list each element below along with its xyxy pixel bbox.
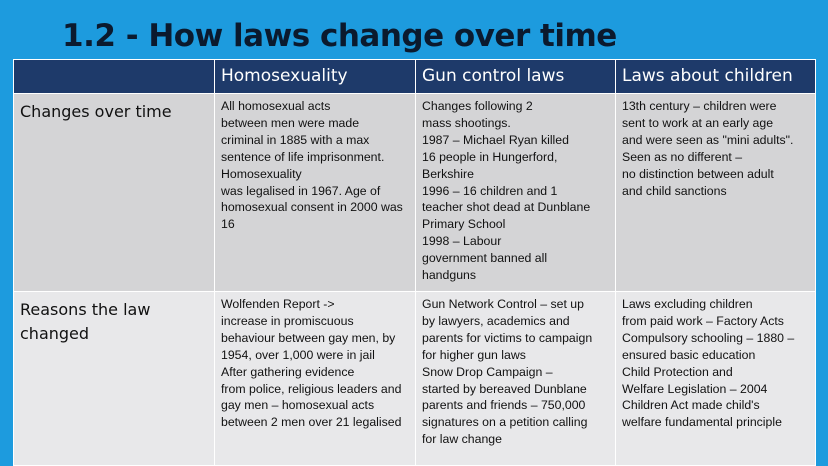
cell-text-line: ensured basic education bbox=[622, 347, 756, 362]
column-header-gun-control: Gun control laws bbox=[415, 59, 616, 94]
cell-text-line: Wolfenden Report -> bbox=[221, 297, 335, 311]
cell-text-line: 1998 – Labour bbox=[422, 234, 502, 249]
cell-text-line: government banned all bbox=[422, 251, 548, 266]
cell-gun-control: Gun Network Control – set up by lawyers, … bbox=[415, 291, 616, 466]
cell-text-line: parents and friends – 750,000 bbox=[422, 398, 586, 413]
cell-text-line: All homosexual acts bbox=[221, 99, 331, 113]
table-header-row: Homosexuality Gun control laws Laws abou… bbox=[13, 59, 816, 94]
slide-title: 1.2 - How laws change over time bbox=[62, 18, 617, 54]
row-header: Reasons the law changed bbox=[13, 291, 215, 466]
cell-text-line: Primary School bbox=[422, 217, 506, 232]
cell-text-line: parents for victims to campaign bbox=[422, 330, 593, 345]
cell-text-line: from paid work – Factory Acts bbox=[622, 313, 784, 328]
cell-text-line: 1996 – 16 children and 1 bbox=[422, 183, 558, 198]
cell-text-line: welfare fundamental principle bbox=[622, 415, 782, 430]
cell-text-line: by lawyers, academics and bbox=[422, 313, 570, 328]
cell-text-line: Gun Network Control – set up bbox=[422, 297, 584, 311]
laws-table: Homosexuality Gun control laws Laws abou… bbox=[13, 59, 816, 466]
cell-text-line: Changes following 2 bbox=[422, 99, 533, 113]
cell-text-line: and child sanctions bbox=[622, 183, 727, 198]
cell-text-line: between 2 men over 21 legalised bbox=[221, 415, 402, 430]
cell-text-line: was legalised in 1967. Age of bbox=[221, 183, 381, 198]
cell-text-line: Compulsory schooling – 1880 – bbox=[622, 330, 795, 345]
column-header-children: Laws about children bbox=[615, 59, 816, 94]
row-reasons-law-changed: Reasons the law changed Wolfenden Report … bbox=[13, 291, 816, 466]
column-header-blank bbox=[13, 59, 215, 94]
cell-text-line: Laws excluding children bbox=[622, 297, 753, 311]
cell-text-line: sent to work at an early age bbox=[622, 115, 774, 130]
cell-children: Laws excluding children from paid work – … bbox=[615, 291, 816, 466]
cell-gun-control: Changes following 2 mass shootings. 1987 –… bbox=[415, 93, 616, 292]
cell-text-line: between men were made bbox=[221, 115, 360, 130]
cell-homosexuality: Wolfenden Report -> increase in promiscuo… bbox=[214, 291, 416, 466]
cell-text-line: 1987 – Michael Ryan killed bbox=[422, 132, 569, 147]
cell-text-line: handguns bbox=[422, 268, 477, 283]
cell-text-line: sentence of life imprisonment. bbox=[221, 149, 385, 164]
cell-text-line: signatures on a petition calling bbox=[422, 415, 588, 430]
cell-text-line: for law change bbox=[422, 432, 502, 447]
cell-text-line: gay men – homosexual acts bbox=[221, 398, 375, 413]
cell-text-line: 1954, over 1,000 were in jail bbox=[221, 347, 375, 362]
cell-text-line: from police, religious leaders and bbox=[221, 381, 402, 396]
cell-text-line: 16 bbox=[221, 217, 235, 232]
cell-text-line: mass shootings. bbox=[422, 115, 511, 130]
cell-text-line: Snow Drop Campaign – bbox=[422, 364, 553, 379]
cell-text-line: 13th century – children were bbox=[622, 99, 777, 113]
cell-text-line: Homosexuality bbox=[221, 166, 302, 181]
cell-text-line: increase in promiscuous bbox=[221, 313, 354, 328]
cell-text-line: for higher gun laws bbox=[422, 347, 526, 362]
cell-text-line: no distinction between adult bbox=[622, 166, 774, 181]
cell-children: 13th century – children were sent to work… bbox=[615, 93, 816, 292]
cell-text-line: Welfare Legislation – 2004 bbox=[622, 381, 768, 396]
cell-text-line: Child Protection and bbox=[622, 364, 733, 379]
cell-text-line: teacher shot dead at Dunblane bbox=[422, 200, 591, 215]
cell-text-line: 16 people in Hungerford, bbox=[422, 149, 558, 164]
column-header-homosexuality: Homosexuality bbox=[214, 59, 416, 94]
cell-text-line: criminal in 1885 with a max bbox=[221, 132, 370, 147]
cell-text-line: Children Act made child's bbox=[622, 398, 760, 413]
row-changes-over-time: Changes over time All homosexual acts betw… bbox=[13, 93, 816, 292]
cell-homosexuality: All homosexual acts between men were made… bbox=[214, 93, 416, 292]
cell-text-line: Seen as no different – bbox=[622, 149, 743, 164]
cell-text-line: homosexual consent in 2000 was bbox=[221, 200, 403, 215]
cell-text-line: Berkshire bbox=[422, 166, 474, 181]
cell-text-line: and were seen as "mini adults". bbox=[622, 132, 794, 147]
cell-text-line: behaviour between gay men, by bbox=[221, 330, 396, 345]
row-header: Changes over time bbox=[13, 93, 215, 292]
cell-text-line: After gathering evidence bbox=[221, 364, 355, 379]
cell-text-line: started by bereaved Dunblane bbox=[422, 381, 587, 396]
